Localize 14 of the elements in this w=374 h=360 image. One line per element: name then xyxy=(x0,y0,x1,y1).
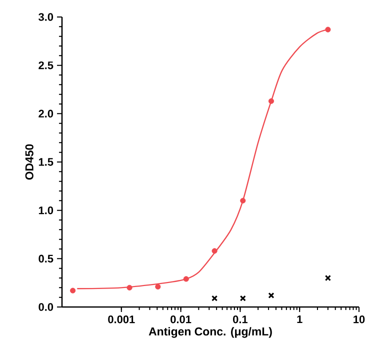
y-tick-label: 1.0 xyxy=(38,206,54,214)
x-tick-label: 0.1 xyxy=(233,316,248,324)
y-tick-label: 1.5 xyxy=(38,158,54,166)
y-tick-label: 2.0 xyxy=(38,110,54,118)
y-tick-label: 0.0 xyxy=(38,303,54,311)
x-tick-label: 0.001 xyxy=(108,316,135,324)
x-tick-label: 10 xyxy=(354,316,365,324)
y-tick-label: 2.5 xyxy=(38,61,54,70)
x-tick-label: 1 xyxy=(297,316,302,324)
y-axis-title: OD450 xyxy=(25,144,34,180)
y-tick-label: 0.5 xyxy=(38,254,54,263)
x-axis-title: Antigen Conc. (μg/mL) xyxy=(148,327,272,338)
y-tick-label: 3.0 xyxy=(38,13,54,21)
x-tick-label: 0.01 xyxy=(170,316,192,324)
